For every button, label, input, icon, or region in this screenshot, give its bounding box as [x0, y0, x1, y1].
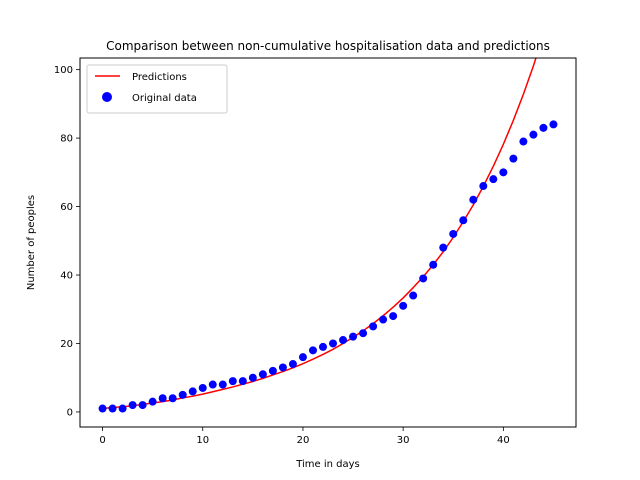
data-point: [469, 195, 478, 204]
x-tick-label: 20: [297, 435, 310, 446]
data-point: [439, 243, 448, 252]
data-point: [449, 229, 458, 238]
y-tick-label: 60: [60, 202, 73, 213]
legend-frame: [86, 64, 228, 114]
data-point: [389, 312, 398, 321]
data-point: [419, 274, 428, 283]
data-point: [98, 404, 107, 413]
data-point: [339, 336, 348, 345]
data-point: [359, 329, 368, 338]
data-point: [178, 390, 187, 399]
data-point: [138, 401, 147, 410]
data-point: [429, 260, 438, 269]
legend-original-data-swatch: [102, 92, 112, 102]
axes-frame: [79, 57, 577, 428]
data-point: [369, 322, 378, 331]
data-point: [198, 383, 207, 392]
data-point: [399, 301, 408, 310]
data-point: [168, 394, 177, 403]
data-point: [258, 370, 267, 379]
y-tick-label: 40: [60, 271, 73, 282]
data-point: [238, 377, 247, 386]
legend: Predictions Original data: [86, 64, 228, 114]
data-point: [268, 366, 277, 375]
x-tick-label: 30: [397, 435, 410, 446]
x-axis: 0 10 20 30 40: [99, 427, 510, 446]
y-tick-label: 80: [60, 134, 73, 145]
plot-area: [79, 57, 577, 428]
data-point: [288, 360, 297, 369]
data-point: [148, 397, 157, 406]
y-tick-label: 100: [54, 65, 73, 76]
predictions-line: [102, 58, 537, 410]
x-axis-label: Time in days: [295, 459, 360, 470]
chart-title: Comparison between non-cumulative hospit…: [106, 39, 550, 53]
y-tick-label: 0: [67, 407, 73, 418]
data-point: [529, 130, 538, 139]
x-tick-label: 10: [196, 435, 209, 446]
legend-predictions-label: Predictions: [132, 72, 187, 83]
y-axis: 0 20 40 60 80 100: [54, 65, 80, 418]
y-tick-label: 20: [60, 339, 73, 350]
data-point: [308, 346, 317, 355]
data-point: [489, 175, 498, 184]
data-point: [278, 363, 287, 372]
data-point: [329, 339, 338, 348]
data-point: [298, 353, 307, 362]
x-tick-label: 40: [497, 435, 510, 446]
data-point: [509, 154, 518, 163]
data-point: [539, 123, 548, 132]
data-point: [228, 377, 237, 386]
data-point: [519, 137, 528, 146]
data-point: [128, 401, 137, 410]
data-point: [349, 332, 358, 341]
data-point: [188, 387, 197, 396]
data-point: [108, 404, 117, 413]
data-point: [379, 315, 388, 324]
data-point: [118, 404, 127, 413]
data-point: [158, 394, 167, 403]
data-point: [549, 120, 558, 129]
data-point: [218, 380, 227, 389]
data-point: [409, 291, 418, 300]
y-axis-label: Number of peoples: [26, 195, 37, 290]
data-point: [479, 182, 488, 191]
data-point: [248, 373, 257, 382]
x-tick-label: 0: [99, 435, 105, 446]
data-point: [499, 168, 508, 177]
data-point: [459, 216, 468, 225]
data-point: [318, 342, 327, 351]
legend-original-data-label: Original data: [132, 93, 197, 104]
data-point: [208, 380, 217, 389]
